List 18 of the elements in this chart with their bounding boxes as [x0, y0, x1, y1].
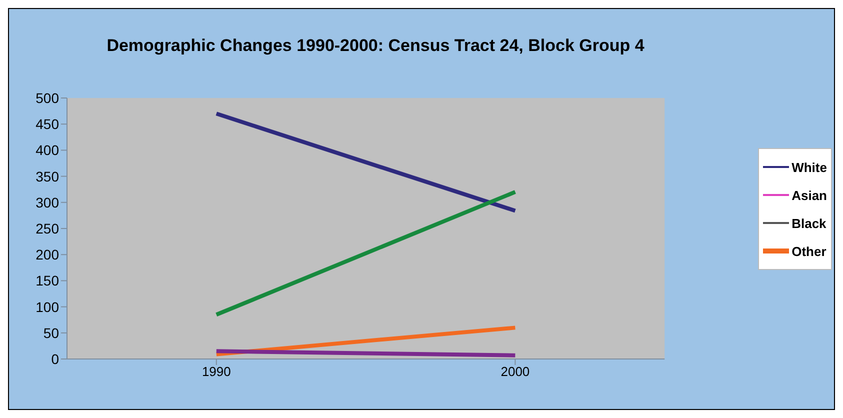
chart-title: Demographic Changes 1990-2000: Census Tract 24, Block Group 4 — [106, 36, 646, 56]
legend-label: Asian — [792, 188, 827, 202]
y-tick-label: 50 — [43, 324, 60, 341]
legend-label: Black — [792, 216, 826, 230]
y-tick-label: 150 — [36, 272, 60, 289]
y-tick-label: 400 — [36, 142, 60, 158]
y-tick-label: 350 — [36, 168, 60, 184]
y-tick-label: 300 — [36, 194, 60, 210]
legend-label: White — [792, 160, 827, 174]
legend-label: Other — [792, 244, 826, 258]
y-tick-label: 100 — [36, 298, 60, 315]
x-tick-label: 1990 — [202, 364, 231, 380]
y-tick-label: 0 — [51, 350, 60, 367]
y-tick-label: 450 — [36, 116, 60, 132]
y-tick-label: 250 — [36, 220, 60, 236]
y-tick-label: 500 — [36, 90, 60, 106]
y-tick-label: 200 — [36, 246, 60, 263]
x-tick-label: 2000 — [500, 364, 530, 380]
